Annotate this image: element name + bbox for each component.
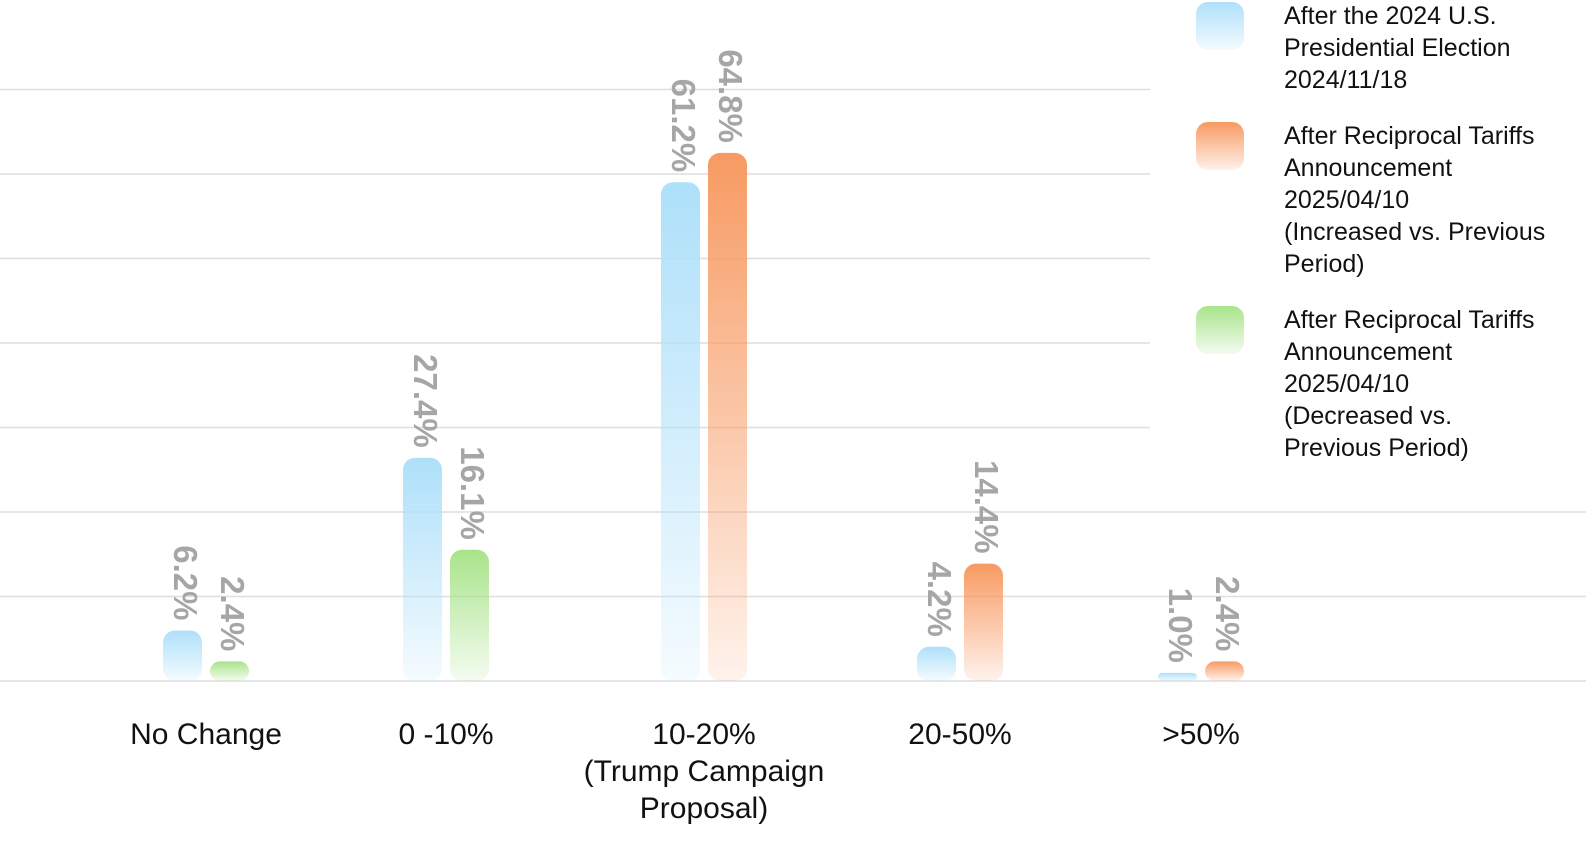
bar-decreased-1 (450, 549, 489, 681)
legend-swatch-decreased (1196, 306, 1244, 354)
x-axis-tick-labels: No Change 0 -10% 10-20% (Trump Campaign Prop… (130, 718, 1240, 825)
x-tick-label: >50% (1162, 718, 1240, 751)
legend-item-decreased: After Reciprocal Tariffs Announcement 20… (1196, 304, 1576, 464)
bar-decreased-0 (210, 661, 249, 681)
gridlines (0, 88, 1586, 682)
value-label: 27.4% (407, 354, 444, 448)
legend-label-decreased: After Reciprocal Tariffs Announcement 20… (1284, 306, 1535, 462)
legend-item-election: After the 2024 U.S. Presidential Electio… (1196, 0, 1576, 96)
bar-election-4 (1158, 672, 1197, 682)
value-labels: 6.2% 2.4% 27.4% 16.1% 61.2% 64.8% 4.2% 14.4% 1.0… (167, 49, 1246, 663)
x-tick-label: No Change (130, 718, 282, 751)
x-tick-label: 0 -10% (398, 718, 493, 751)
value-label: 6.2% (167, 545, 204, 620)
bar-increased-2 (708, 152, 747, 681)
value-label: 16.1% (454, 446, 491, 540)
legend-swatch-increased (1196, 122, 1244, 170)
bar-increased-4 (1205, 661, 1244, 681)
bar-election-3 (917, 646, 956, 681)
x-tick-label: 10-20% (Trump Campaign Proposal) (584, 718, 825, 825)
legend-swatch-election (1196, 2, 1244, 50)
value-label: 2.4% (214, 576, 251, 651)
bar-election-0 (163, 630, 202, 681)
value-label: 14.4% (968, 460, 1005, 554)
value-label: 64.8% (712, 49, 749, 143)
bar-election-2 (661, 182, 700, 681)
bars (163, 152, 1244, 682)
bar-election-1 (403, 457, 442, 681)
legend: After the 2024 U.S. Presidential Electio… (1196, 0, 1576, 488)
x-tick-label: 20-50% (908, 718, 1011, 751)
value-label: 2.4% (1209, 576, 1246, 651)
legend-label-increased: After Reciprocal Tariffs Announcement 20… (1284, 122, 1546, 278)
value-label: 1.0% (1162, 588, 1199, 663)
value-label: 61.2% (665, 79, 702, 173)
legend-label-election: After the 2024 U.S. Presidential Electio… (1284, 2, 1511, 94)
bar-increased-3 (964, 563, 1003, 681)
legend-item-increased: After Reciprocal Tariffs Announcement 20… (1196, 120, 1576, 280)
value-label: 4.2% (921, 562, 958, 637)
